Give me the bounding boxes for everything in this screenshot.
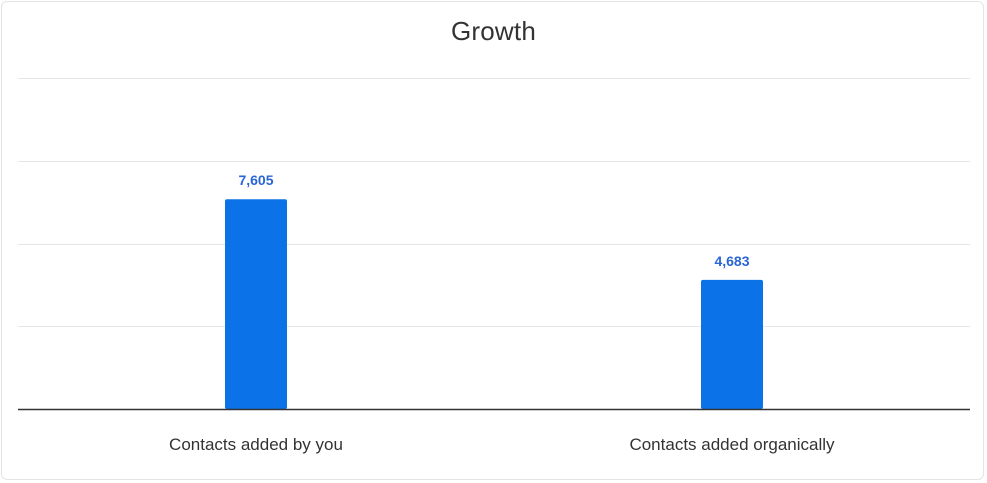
category-label: Contacts added organically [629, 435, 835, 454]
category-label: Contacts added by you [169, 435, 343, 454]
bar-value-label: 7,605 [238, 172, 273, 188]
bar[interactable] [225, 199, 287, 409]
bar-value-label: 4,683 [714, 253, 749, 269]
chart-title: Growth [450, 16, 536, 46]
bar[interactable] [701, 279, 763, 409]
